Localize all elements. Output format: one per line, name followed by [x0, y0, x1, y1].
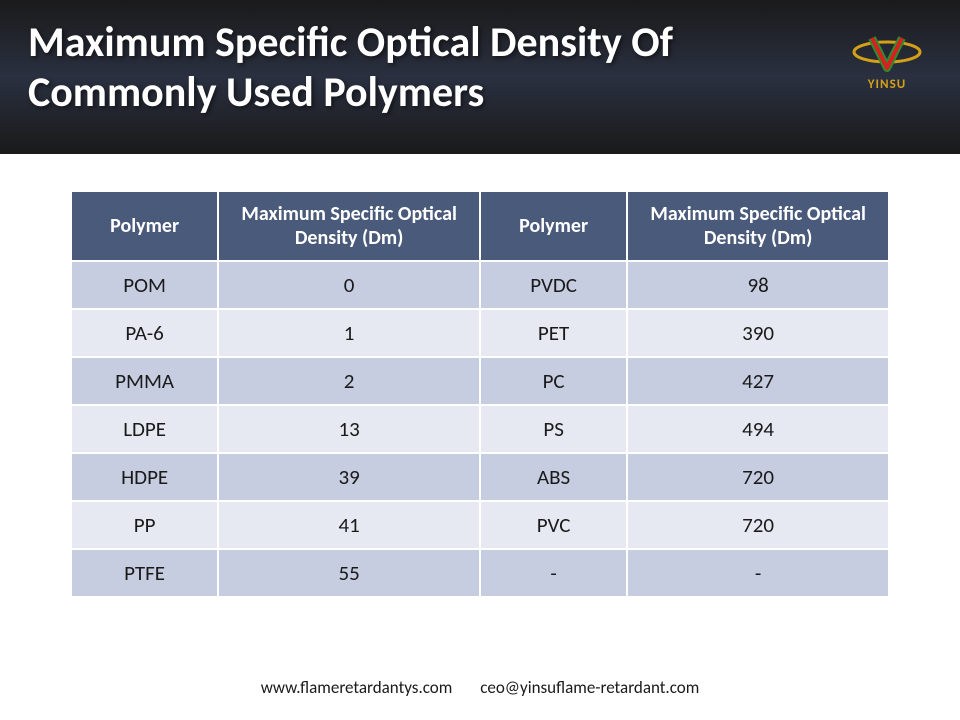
table-row: PMMA2PC427 — [71, 357, 889, 405]
table-cell: 390 — [627, 309, 889, 357]
table-cell: 427 — [627, 357, 889, 405]
table-cell: PMMA — [71, 357, 218, 405]
logo-mark-icon — [852, 30, 922, 75]
table-header-row: Polymer Maximum Specific Optical Density… — [71, 191, 889, 261]
table-cell: PET — [480, 309, 627, 357]
col-header: Maximum Specific Optical Density (Dm) — [218, 191, 480, 261]
content-area: YINSU Polymer Maximum Specific Optical D… — [0, 154, 960, 598]
logo-text: YINSU — [842, 77, 932, 92]
table-cell: 55 — [218, 549, 480, 597]
table-cell: 720 — [627, 453, 889, 501]
table-row: PP41PVC720 — [71, 501, 889, 549]
table-body: POM0PVDC98PA-61PET390PMMA2PC427LDPE13PS4… — [71, 261, 889, 597]
table-cell: 1 — [218, 309, 480, 357]
table-cell: PP — [71, 501, 218, 549]
table-cell: PA-6 — [71, 309, 218, 357]
col-header: Polymer — [71, 191, 218, 261]
footer-url: www.flameretardantys.com — [261, 677, 453, 698]
table-cell: ABS — [480, 453, 627, 501]
header-bar: Maximum Specific Optical Density Of Comm… — [0, 0, 960, 154]
table-cell: 494 — [627, 405, 889, 453]
col-header: Maximum Specific Optical Density (Dm) — [627, 191, 889, 261]
brand-logo: YINSU — [842, 30, 932, 100]
polymer-table: Polymer Maximum Specific Optical Density… — [70, 190, 890, 598]
table-cell: - — [480, 549, 627, 597]
table-cell: 41 — [218, 501, 480, 549]
table-cell: PS — [480, 405, 627, 453]
table-cell: 13 — [218, 405, 480, 453]
table-cell: PTFE — [71, 549, 218, 597]
table-cell: 39 — [218, 453, 480, 501]
table-cell: 0 — [218, 261, 480, 309]
table-cell: 720 — [627, 501, 889, 549]
table-row: HDPE39ABS720 — [71, 453, 889, 501]
footer-email: ceo@yinsuflame-retardant.com — [480, 677, 699, 698]
table-cell: 98 — [627, 261, 889, 309]
page-title: Maximum Specific Optical Density Of Comm… — [28, 18, 808, 119]
table-cell: HDPE — [71, 453, 218, 501]
table-cell: PC — [480, 357, 627, 405]
table-cell: - — [627, 549, 889, 597]
table-cell: PVC — [480, 501, 627, 549]
table-row: LDPE13PS494 — [71, 405, 889, 453]
col-header: Polymer — [480, 191, 627, 261]
table-row: POM0PVDC98 — [71, 261, 889, 309]
table-cell: PVDC — [480, 261, 627, 309]
table-cell: 2 — [218, 357, 480, 405]
table-cell: LDPE — [71, 405, 218, 453]
footer: www.flameretardantys.com ceo@yinsuflame-… — [0, 677, 960, 698]
table-cell: POM — [71, 261, 218, 309]
table-row: PA-61PET390 — [71, 309, 889, 357]
table-row: PTFE55-- — [71, 549, 889, 597]
